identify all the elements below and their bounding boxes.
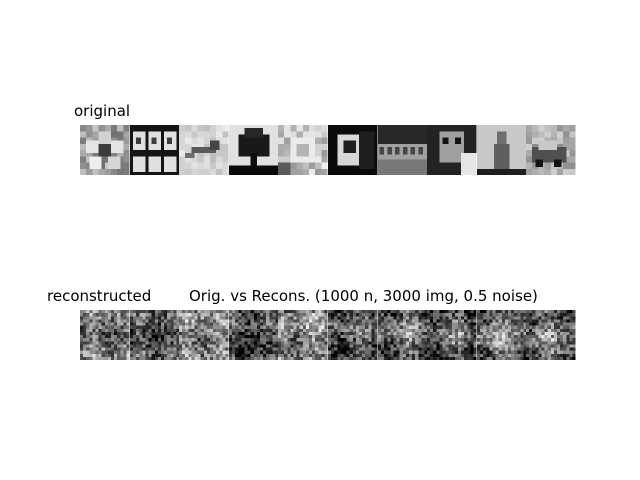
reconstructed-image-6	[327, 310, 378, 360]
reconstructed-image-8	[427, 310, 477, 360]
original-image-1	[80, 125, 130, 175]
reconstructed-image-4	[228, 310, 279, 360]
original-image-7	[377, 125, 428, 175]
original-image-strip	[80, 125, 576, 175]
reconstructed-row-label: reconstructed	[47, 287, 152, 305]
figure-title: Orig. vs Recons. (1000 n, 3000 img, 0.5 …	[189, 287, 538, 305]
reconstructed-image-5	[278, 310, 328, 360]
reconstructed-image-1	[80, 310, 130, 360]
reconstructed-image-3	[179, 310, 229, 360]
original-image-2	[129, 125, 180, 175]
original-image-6	[327, 125, 378, 175]
original-image-9	[476, 125, 527, 175]
original-row-label: original	[74, 102, 131, 120]
original-image-4	[228, 125, 279, 175]
reconstructed-image-strip	[80, 310, 576, 360]
original-image-5	[278, 125, 328, 175]
reconstructed-image-9	[476, 310, 527, 360]
original-image-8	[427, 125, 477, 175]
reconstructed-image-2	[129, 310, 180, 360]
reconstructed-image-7	[377, 310, 428, 360]
original-image-3	[179, 125, 229, 175]
original-image-10	[526, 125, 576, 175]
reconstructed-image-10	[526, 310, 576, 360]
